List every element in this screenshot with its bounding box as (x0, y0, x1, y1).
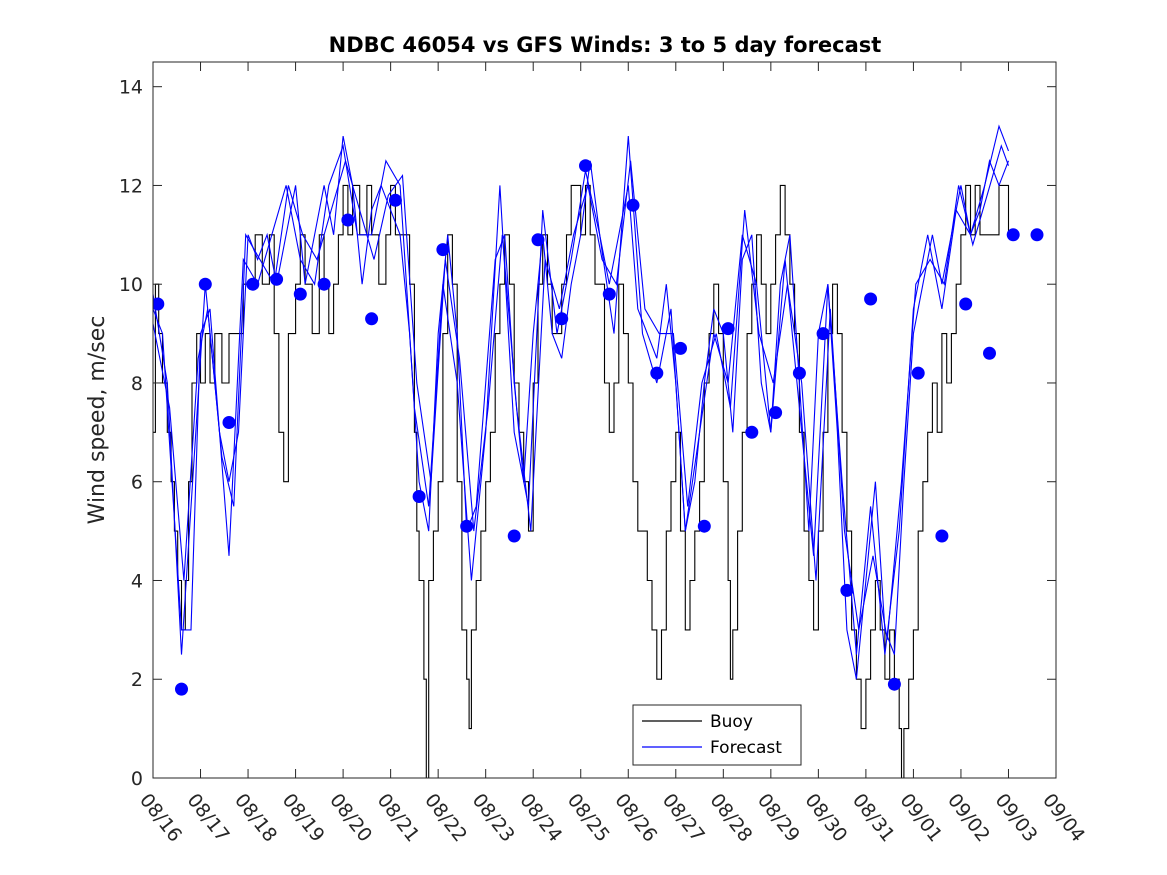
forecast-marker-26 (792, 366, 806, 380)
y-tick-label-6: 12 (119, 175, 143, 197)
forecast-marker-3 (222, 416, 236, 429)
legend-forecast-label: Forecast (710, 738, 782, 758)
forecast-marker-20 (650, 366, 664, 380)
forecast-marker-30 (887, 677, 901, 691)
forecast-marker-27 (816, 327, 830, 341)
y-tick-label-3: 6 (131, 472, 143, 494)
forecast-marker-36 (1030, 228, 1044, 242)
y-axis-label: Wind speed, m/sec (85, 316, 110, 525)
forecast-marker-24 (745, 425, 759, 439)
forecast-marker-13 (460, 519, 474, 533)
legend-box (632, 704, 802, 766)
forecast-marker-25 (769, 406, 783, 420)
forecast-marker-4 (246, 277, 260, 291)
forecast-marker-15 (531, 233, 545, 247)
series-layer (153, 124, 1044, 778)
forecast-marker-19 (626, 198, 640, 212)
forecast-marker-2 (198, 277, 212, 291)
forecast-marker-29 (864, 292, 878, 306)
forecast-marker-31 (911, 366, 925, 380)
forecast-marker-35 (1006, 228, 1020, 242)
forecast-marker-21 (674, 341, 687, 355)
forecast-marker-34 (983, 346, 996, 360)
forecast-marker-1 (175, 682, 188, 696)
forecast-marker-10 (388, 193, 402, 207)
forecast-marker-11 (412, 490, 426, 503)
forecast-marker-5 (270, 272, 284, 286)
forecast-marker-14 (507, 529, 521, 543)
y-tick-label-7: 14 (119, 77, 143, 99)
forecast-marker-12 (436, 243, 450, 257)
y-tick-label-2: 4 (131, 570, 143, 592)
forecast-marker-9 (365, 312, 379, 326)
forecast-marker-17 (579, 159, 592, 173)
legend-buoy-label: Buoy (710, 712, 753, 732)
y-tick-label-0: 0 (131, 768, 143, 790)
forecast-marker-32 (935, 529, 949, 543)
forecast-series-line-2 (153, 124, 1010, 655)
forecast-marker-33 (959, 297, 973, 311)
forecast-marker-18 (602, 287, 616, 301)
legend: Buoy Forecast (632, 704, 802, 766)
forecast-marker-7 (317, 277, 331, 291)
y-tick-label-5: 10 (119, 274, 143, 296)
y-tick-label-4: 8 (131, 373, 143, 395)
y-tick-label-1: 2 (131, 669, 143, 691)
forecast-marker-6 (293, 287, 307, 301)
forecast-marker-0 (153, 297, 165, 311)
forecast-marker-8 (341, 213, 355, 227)
forecast-series-line-1 (153, 135, 1010, 680)
forecast-marker-23 (721, 322, 735, 336)
forecast-marker-16 (555, 312, 569, 326)
axes-frame (152, 61, 1057, 779)
forecast-marker-28 (840, 583, 854, 597)
forecast-series-line-3 (153, 144, 1010, 640)
chart-title: NDBC 46054 vs GFS Winds: 3 to 5 day fore… (329, 33, 882, 57)
forecast-marker-22 (697, 519, 711, 533)
